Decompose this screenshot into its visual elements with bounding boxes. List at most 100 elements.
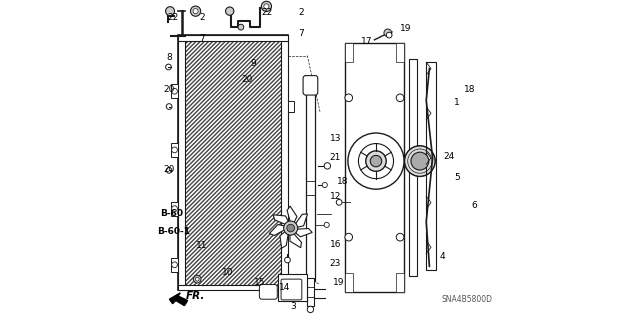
- Circle shape: [284, 221, 298, 235]
- Text: 20: 20: [164, 165, 175, 174]
- Bar: [306, 89, 316, 281]
- Circle shape: [358, 144, 394, 179]
- Circle shape: [396, 94, 404, 102]
- Bar: [307, 278, 314, 306]
- Bar: [171, 84, 178, 98]
- Bar: [178, 35, 288, 290]
- Text: 18: 18: [337, 177, 348, 186]
- Polygon shape: [273, 215, 290, 226]
- Bar: [288, 101, 294, 112]
- Circle shape: [322, 182, 327, 188]
- Circle shape: [345, 233, 353, 241]
- Text: 11: 11: [196, 241, 208, 250]
- Text: 7: 7: [298, 29, 304, 38]
- Circle shape: [193, 275, 201, 283]
- Text: 16: 16: [330, 240, 341, 249]
- Circle shape: [191, 6, 201, 16]
- Circle shape: [172, 262, 177, 268]
- Circle shape: [172, 147, 177, 153]
- Bar: [345, 273, 353, 292]
- Text: 15: 15: [253, 278, 265, 287]
- Circle shape: [225, 7, 234, 15]
- Text: 4: 4: [440, 252, 445, 261]
- Text: FR.: FR.: [186, 291, 205, 301]
- Text: 5: 5: [454, 173, 460, 182]
- Circle shape: [261, 1, 271, 11]
- Text: 23: 23: [330, 259, 341, 268]
- Text: 8: 8: [166, 53, 172, 62]
- Bar: [288, 213, 294, 225]
- Text: 1: 1: [454, 98, 460, 107]
- Bar: [178, 35, 288, 41]
- Circle shape: [172, 206, 177, 211]
- Text: 19: 19: [401, 24, 412, 33]
- Circle shape: [404, 146, 435, 176]
- Text: 24: 24: [444, 152, 455, 161]
- Text: 2: 2: [199, 13, 205, 22]
- Circle shape: [172, 88, 177, 94]
- Polygon shape: [269, 225, 288, 235]
- Polygon shape: [287, 206, 297, 226]
- Text: 21: 21: [330, 153, 341, 162]
- Text: 10: 10: [221, 268, 233, 277]
- Circle shape: [166, 167, 172, 173]
- Text: 22: 22: [167, 13, 179, 22]
- Circle shape: [345, 94, 353, 102]
- Circle shape: [264, 4, 269, 9]
- Circle shape: [285, 257, 291, 263]
- Text: 7: 7: [199, 34, 205, 43]
- Text: B-60: B-60: [160, 209, 183, 218]
- Bar: [171, 258, 178, 272]
- Bar: [178, 35, 288, 290]
- Bar: [278, 274, 307, 301]
- Circle shape: [396, 233, 404, 241]
- Circle shape: [371, 155, 381, 167]
- Polygon shape: [280, 229, 289, 248]
- Circle shape: [348, 133, 404, 189]
- Text: 20: 20: [164, 85, 175, 94]
- Bar: [178, 35, 288, 290]
- Bar: [171, 202, 178, 216]
- Circle shape: [411, 152, 429, 170]
- FancyBboxPatch shape: [281, 279, 302, 300]
- Text: 18: 18: [464, 85, 476, 94]
- Circle shape: [238, 24, 244, 30]
- Circle shape: [287, 224, 294, 232]
- Text: 3: 3: [290, 302, 296, 311]
- Polygon shape: [294, 214, 307, 228]
- Circle shape: [387, 32, 392, 38]
- Bar: [409, 59, 417, 276]
- Polygon shape: [292, 228, 312, 237]
- Circle shape: [195, 277, 199, 281]
- Text: 17: 17: [360, 37, 372, 46]
- Polygon shape: [290, 231, 301, 248]
- Bar: [345, 43, 404, 292]
- Circle shape: [166, 104, 172, 109]
- Circle shape: [324, 163, 330, 169]
- FancyBboxPatch shape: [303, 76, 318, 95]
- FancyBboxPatch shape: [259, 285, 277, 299]
- Text: 9: 9: [250, 59, 256, 68]
- Text: 19: 19: [333, 278, 344, 287]
- Text: 14: 14: [279, 283, 291, 292]
- Bar: [345, 43, 353, 62]
- Text: 2: 2: [298, 8, 303, 17]
- Circle shape: [193, 9, 198, 14]
- Text: 12: 12: [330, 192, 341, 201]
- Text: 22: 22: [262, 8, 273, 17]
- Bar: [178, 35, 185, 290]
- Text: B-60-1: B-60-1: [157, 227, 189, 236]
- Circle shape: [336, 199, 342, 205]
- Text: 13: 13: [330, 134, 341, 143]
- Text: SNA4B5800D: SNA4B5800D: [441, 295, 492, 304]
- Polygon shape: [170, 293, 188, 306]
- Circle shape: [307, 306, 314, 313]
- Bar: [178, 285, 288, 290]
- Text: 6: 6: [472, 201, 477, 210]
- Bar: [396, 43, 404, 62]
- Bar: [171, 143, 178, 157]
- Bar: [281, 35, 288, 290]
- Text: 20: 20: [241, 75, 252, 84]
- Circle shape: [384, 29, 392, 37]
- Circle shape: [366, 151, 386, 171]
